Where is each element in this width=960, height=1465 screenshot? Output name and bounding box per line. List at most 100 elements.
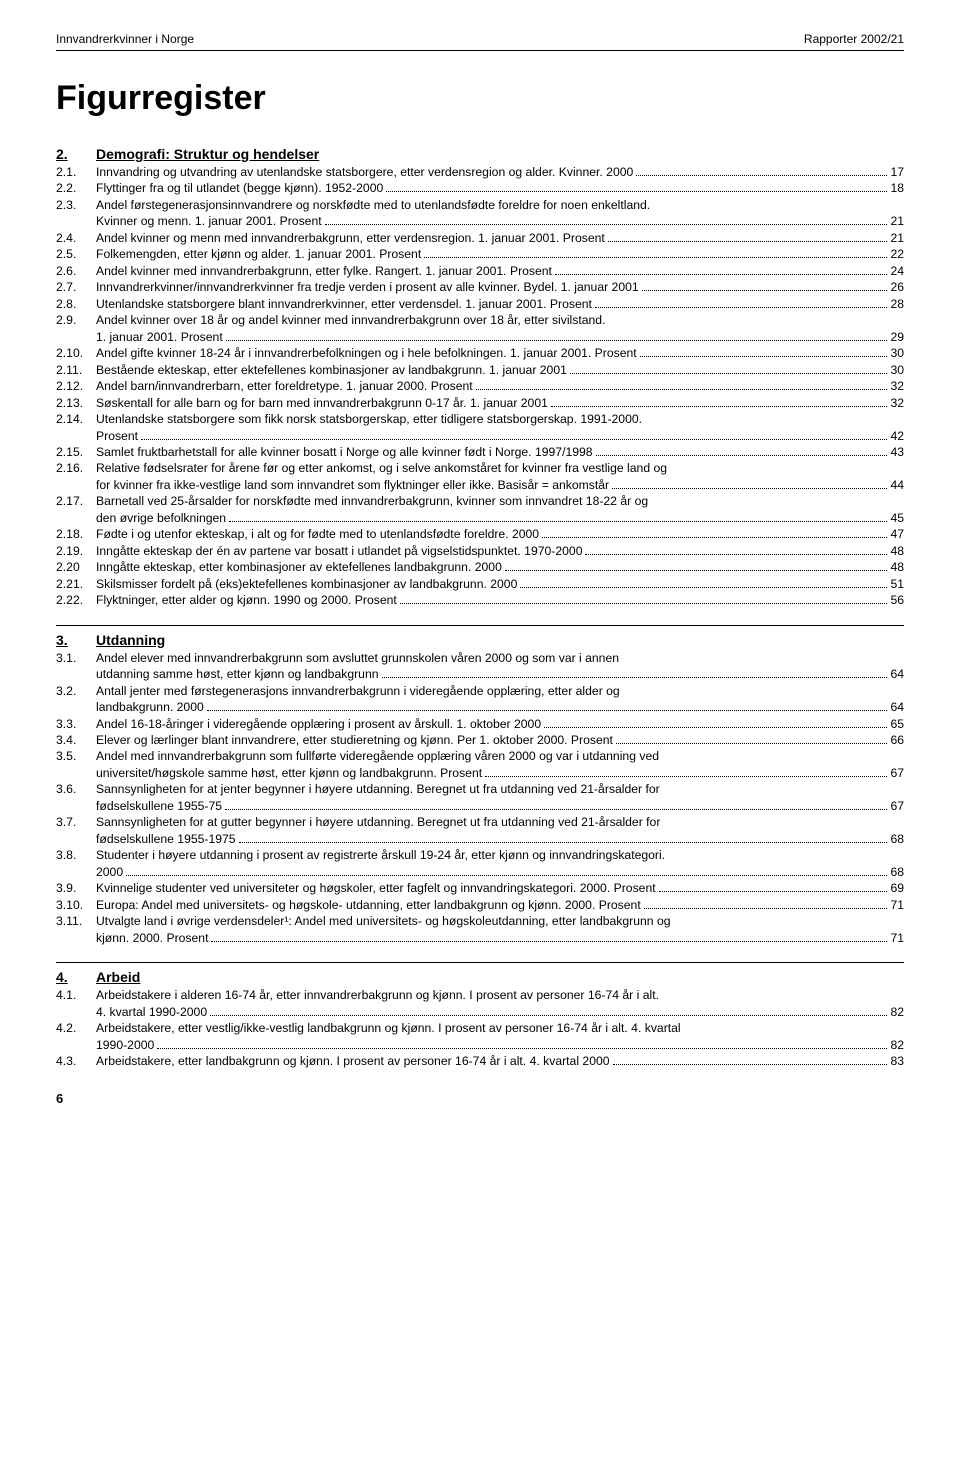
entry-body: Utvalgte land i øvrige verdensdeler¹: An… xyxy=(96,913,904,946)
entry-body: Andel kvinner over 18 år og andel kvinne… xyxy=(96,312,904,345)
entry-text: Kvinner og menn. 1. januar 2001. Prosent xyxy=(96,213,322,229)
entry-page: 67 xyxy=(890,798,904,814)
entry-text: 1. januar 2001. Prosent xyxy=(96,329,223,345)
entry-body: Flyktninger, etter alder og kjønn. 1990 … xyxy=(96,592,904,608)
entry-number: 4.2. xyxy=(56,1020,96,1053)
entry-line: Relative fødselsrater for årene før og e… xyxy=(96,460,904,476)
entry-line: Skilsmisser fordelt på (eks)ektefellenes… xyxy=(96,576,904,592)
entry-body: Innvandring og utvandring av utenlandske… xyxy=(96,164,904,180)
entry-line: 1. januar 2001. Prosent29 xyxy=(96,329,904,345)
header-left: Innvandrerkvinner i Norge xyxy=(56,32,194,46)
entry-number: 2.19. xyxy=(56,543,96,559)
entry-page: 45 xyxy=(890,510,904,526)
entry-page: 82 xyxy=(890,1037,904,1053)
section-label: Utdanning xyxy=(96,632,165,648)
entry-text: landbakgrunn. 2000 xyxy=(96,699,204,715)
entry-line: Flyttinger fra og til utlandet (begge kj… xyxy=(96,180,904,196)
entry-line: Andel kvinner og menn med innvandrerbakg… xyxy=(96,230,904,246)
entry-page: 66 xyxy=(890,732,904,748)
entry-number: 2.10. xyxy=(56,345,96,361)
entry-text: fødselskullene 1955-1975 xyxy=(96,831,236,847)
entry-line: Arbeidstakere, etter landbakgrunn og kjø… xyxy=(96,1053,904,1069)
entry-text: for kvinner fra ikke-vestlige land som i… xyxy=(96,477,609,493)
toc-entry: 2.21.Skilsmisser fordelt på (eks)ektefel… xyxy=(56,576,904,592)
entry-number: 2.12. xyxy=(56,378,96,394)
entry-body: Antall jenter med førstegenerasjons innv… xyxy=(96,683,904,716)
entry-body: Kvinnelige studenter ved universiteter o… xyxy=(96,880,904,896)
dot-leader xyxy=(613,1064,888,1065)
entry-body: Arbeidstakere, etter vestlig/ikke-vestli… xyxy=(96,1020,904,1053)
entry-number: 3.3. xyxy=(56,716,96,732)
section-number: 4. xyxy=(56,969,96,985)
entry-text: Bestående ekteskap, etter ektefellenes k… xyxy=(96,362,567,378)
entry-body: Folkemengden, etter kjønn og alder. 1. j… xyxy=(96,246,904,262)
entry-page: 67 xyxy=(890,765,904,781)
dot-leader xyxy=(612,488,887,489)
toc-entry: 4.3.Arbeidstakere, etter landbakgrunn og… xyxy=(56,1053,904,1069)
entry-line: 1990-2000 82 xyxy=(96,1037,904,1053)
entry-line: Andel med innvandrerbakgrunn som fullfør… xyxy=(96,748,904,764)
entry-body: Arbeidstakere i alderen 16-74 år, etter … xyxy=(96,987,904,1020)
entry-line: utdanning samme høst, etter kjønn og lan… xyxy=(96,666,904,682)
toc-entry: 2.2.Flyttinger fra og til utlandet (begg… xyxy=(56,180,904,196)
entry-line: kjønn. 2000. Prosent71 xyxy=(96,930,904,946)
entry-page: 22 xyxy=(890,246,904,262)
entry-line: Barnetall ved 25-årsalder for norskfødte… xyxy=(96,493,904,509)
entry-number: 3.7. xyxy=(56,814,96,847)
entry-line: Studenter i høyere utdanning i prosent a… xyxy=(96,847,904,863)
toc-entry: 2.14.Utenlandske statsborgere som fikk n… xyxy=(56,411,904,444)
dot-leader xyxy=(608,241,888,242)
dot-leader xyxy=(596,455,888,456)
toc-entry: 2.20Inngåtte ekteskap, etter kombinasjon… xyxy=(56,559,904,575)
entry-body: Andel gifte kvinner 18-24 år i innvandre… xyxy=(96,345,904,361)
toc-entry: 2.9.Andel kvinner over 18 år og andel kv… xyxy=(56,312,904,345)
entry-body: Søskentall for alle barn og for barn med… xyxy=(96,395,904,411)
entry-text: Arbeidstakere, etter vestlig/ikke-vestli… xyxy=(96,1020,681,1036)
toc-entry: 2.3.Andel førstegenerasjonsinnvandrere o… xyxy=(56,197,904,230)
entry-body: Relative fødselsrater for årene før og e… xyxy=(96,460,904,493)
entry-page: 17 xyxy=(890,164,904,180)
entry-number: 2.22. xyxy=(56,592,96,608)
entry-text: Sannsynligheten for at gutter begynner i… xyxy=(96,814,660,830)
entry-line: Europa: Andel med universitets- og høgsk… xyxy=(96,897,904,913)
entry-page: 64 xyxy=(890,666,904,682)
entry-text: Relative fødselsrater for årene før og e… xyxy=(96,460,667,476)
entry-number: 4.1. xyxy=(56,987,96,1020)
entry-number: 3.10. xyxy=(56,897,96,913)
toc-entry: 2.5.Folkemengden, etter kjønn og alder. … xyxy=(56,246,904,262)
dot-leader xyxy=(570,373,888,374)
dot-leader xyxy=(659,891,888,892)
entry-page: 47 xyxy=(890,526,904,542)
entry-page: 68 xyxy=(890,831,904,847)
entry-page: 21 xyxy=(890,213,904,229)
toc-entry: 4.2.Arbeidstakere, etter vestlig/ikke-ve… xyxy=(56,1020,904,1053)
toc-entry: 3.4.Elever og lærlinger blant innvandrer… xyxy=(56,732,904,748)
toc-entry: 3.3.Andel 16-18-åringer i videregående o… xyxy=(56,716,904,732)
entry-text: den øvrige befolkningen xyxy=(96,510,226,526)
entry-body: Andel barn/innvandrerbarn, etter foreldr… xyxy=(96,378,904,394)
entry-page: 30 xyxy=(890,345,904,361)
entry-text: Studenter i høyere utdanning i prosent a… xyxy=(96,847,665,863)
entry-line: Inngåtte ekteskap, etter kombinasjoner a… xyxy=(96,559,904,575)
entry-text: Innvandring og utvandring av utenlandske… xyxy=(96,164,633,180)
toc-entry: 3.7.Sannsynligheten for at gutter begynn… xyxy=(56,814,904,847)
dot-leader xyxy=(505,570,888,571)
entry-line: Prosent42 xyxy=(96,428,904,444)
dot-leader xyxy=(542,537,887,538)
entry-page: 44 xyxy=(890,477,904,493)
dot-leader xyxy=(520,587,887,588)
entry-body: Andel med innvandrerbakgrunn som fullfør… xyxy=(96,748,904,781)
entry-number: 2.5. xyxy=(56,246,96,262)
dot-leader xyxy=(595,307,888,308)
entry-line: Andel kvinner med innvandrerbakgrunn, et… xyxy=(96,263,904,279)
entry-number: 2.1. xyxy=(56,164,96,180)
entry-text: Arbeidstakere, etter landbakgrunn og kjø… xyxy=(96,1053,610,1069)
entry-text: Samlet fruktbarhetstall for alle kvinner… xyxy=(96,444,593,460)
toc-entry: 2.4.Andel kvinner og menn med innvandrer… xyxy=(56,230,904,246)
entry-text: 1990-2000 xyxy=(96,1037,154,1053)
entry-body: Studenter i høyere utdanning i prosent a… xyxy=(96,847,904,880)
section-number: 2. xyxy=(56,146,96,162)
entry-number: 2.9. xyxy=(56,312,96,345)
toc-sections: 2.Demografi: Struktur og hendelser2.1.In… xyxy=(56,146,904,1069)
entry-line: Kvinner og menn. 1. januar 2001. Prosent… xyxy=(96,213,904,229)
